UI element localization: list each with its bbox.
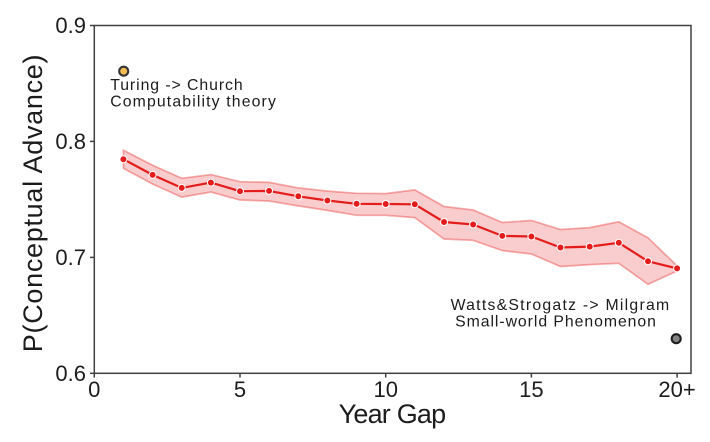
svg-text:20+: 20+ (658, 377, 695, 402)
svg-text:15: 15 (519, 377, 543, 402)
svg-text:Small-world Phenomenon: Small-world Phenomenon (455, 313, 657, 330)
svg-text:0.8: 0.8 (55, 129, 86, 154)
svg-text:Turing -> Church: Turing -> Church (110, 77, 243, 94)
svg-text:0.6: 0.6 (55, 361, 86, 386)
svg-text:P(Conceptual Advance): P(Conceptual Advance) (18, 54, 48, 352)
svg-text:0.9: 0.9 (55, 13, 86, 38)
svg-text:0.7: 0.7 (55, 245, 86, 270)
svg-text:10: 10 (373, 377, 397, 402)
svg-text:Year Gap: Year Gap (339, 399, 446, 429)
svg-text:Computability theory: Computability theory (110, 94, 277, 111)
svg-text:5: 5 (234, 377, 246, 402)
svg-text:Watts&Strogatz -> Milgram: Watts&Strogatz -> Milgram (451, 297, 671, 314)
svg-text:0: 0 (88, 377, 100, 402)
